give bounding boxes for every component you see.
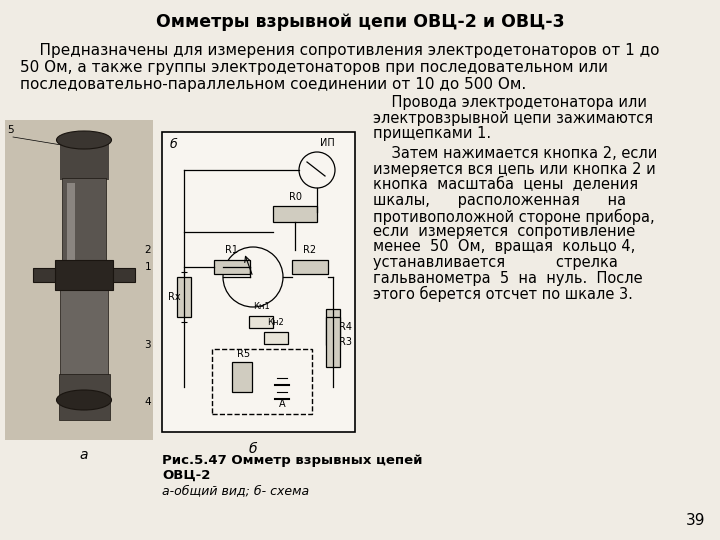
Bar <box>55 260 113 290</box>
Bar <box>58 374 109 420</box>
Text: R3: R3 <box>339 337 352 347</box>
Bar <box>60 290 108 375</box>
Bar <box>60 140 109 180</box>
Text: R1: R1 <box>225 245 238 255</box>
Text: измеряется вся цепь или кнопка 2 и: измеряется вся цепь или кнопка 2 и <box>373 162 656 177</box>
Bar <box>113 268 135 282</box>
Bar <box>214 260 250 274</box>
Text: Омметры взрывной цепи ОВЦ-2 и ОВЦ-3: Омметры взрывной цепи ОВЦ-2 и ОВЦ-3 <box>156 13 564 31</box>
Text: б: б <box>170 138 178 151</box>
Text: Кн2: Кн2 <box>268 318 284 327</box>
Text: 1: 1 <box>145 262 151 272</box>
Text: шкалы,      расположенная      на: шкалы, расположенная на <box>373 193 626 208</box>
Text: б: б <box>248 442 257 456</box>
Bar <box>62 178 106 266</box>
Bar <box>326 309 340 345</box>
Text: R4: R4 <box>339 322 352 332</box>
Text: а: а <box>80 448 89 462</box>
Bar <box>5 120 153 440</box>
Bar <box>264 332 288 344</box>
Text: Rх: Rх <box>168 292 181 302</box>
Text: R2: R2 <box>303 245 317 255</box>
Text: этого берется отсчет по шкале 3.: этого берется отсчет по шкале 3. <box>373 286 633 302</box>
Text: гальванометра  5  на  нуль.  После: гальванометра 5 на нуль. После <box>373 271 643 286</box>
Bar <box>326 317 340 367</box>
Bar <box>292 260 328 274</box>
Bar <box>273 206 317 222</box>
Text: противоположной стороне прибора,: противоположной стороне прибора, <box>373 208 654 225</box>
Text: Затем нажимается кнопка 2, если: Затем нажимается кнопка 2, если <box>373 146 657 161</box>
Text: если  измеряется  сопротивление: если измеряется сопротивление <box>373 224 635 239</box>
Text: Предназначены для измерения сопротивления электродетонаторов от 1 до: Предназначены для измерения сопротивлени… <box>20 43 660 58</box>
Bar <box>33 268 55 282</box>
Text: R0: R0 <box>289 192 302 202</box>
Text: А: А <box>279 399 285 409</box>
Text: устанавливается           стрелка: устанавливается стрелка <box>373 255 618 270</box>
Text: 39: 39 <box>685 513 705 528</box>
Bar <box>249 316 273 328</box>
Text: 3: 3 <box>145 340 151 350</box>
Text: прищепками 1.: прищепками 1. <box>373 126 491 141</box>
Text: R5: R5 <box>238 349 251 359</box>
Text: ИП: ИП <box>320 138 335 148</box>
Text: 2: 2 <box>145 245 151 255</box>
Bar <box>177 277 191 317</box>
Bar <box>67 183 75 261</box>
Text: 4: 4 <box>145 397 151 407</box>
Text: последовательно-параллельном соединении от 10 до 500 Ом.: последовательно-параллельном соединении … <box>20 77 526 92</box>
Bar <box>162 132 355 432</box>
Text: менее  50  Ом,  вращая  кольцо 4,: менее 50 Ом, вращая кольцо 4, <box>373 240 635 254</box>
Text: кнопка  масштаба  цены  деления: кнопка масштаба цены деления <box>373 178 638 192</box>
Bar <box>232 362 252 392</box>
Bar <box>212 349 312 414</box>
Text: 5: 5 <box>7 125 14 135</box>
Ellipse shape <box>56 390 112 410</box>
Text: а-общий вид; б- схема: а-общий вид; б- схема <box>162 484 309 497</box>
Text: электровзрывной цепи зажимаются: электровзрывной цепи зажимаются <box>373 111 653 125</box>
Text: Кн1: Кн1 <box>253 302 269 311</box>
Text: Провода электродетонатора или: Провода электродетонатора или <box>373 95 647 110</box>
Ellipse shape <box>56 131 112 149</box>
Text: Рис.5.47 Омметр взрывных цепей
ОВЦ-2: Рис.5.47 Омметр взрывных цепей ОВЦ-2 <box>162 454 423 482</box>
Text: 50 Ом, а также группы электродетонаторов при последовательном или: 50 Ом, а также группы электродетонаторов… <box>20 60 608 75</box>
